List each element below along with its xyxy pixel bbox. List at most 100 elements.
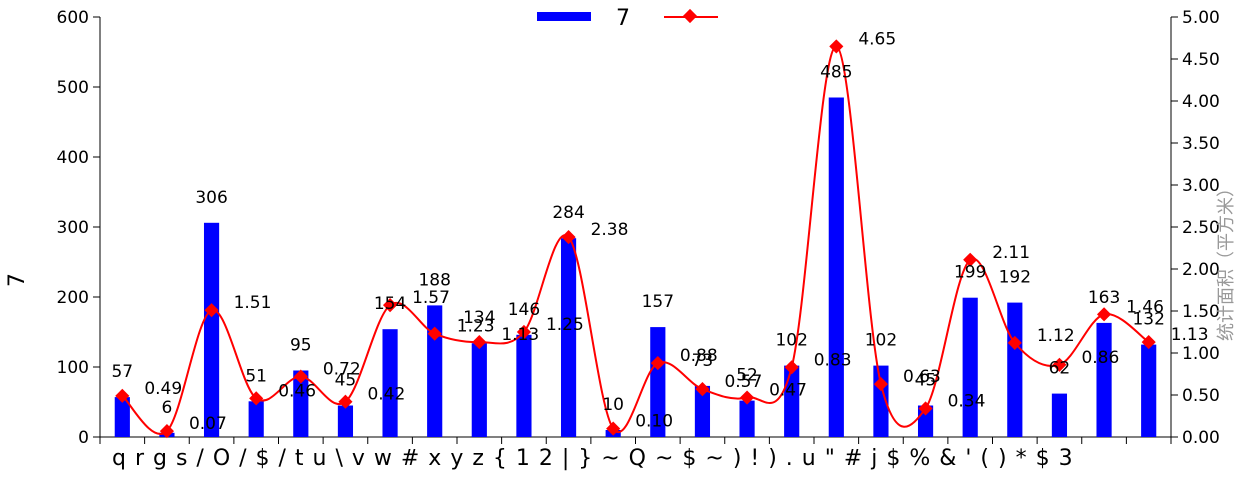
y-tick-label-right: 4.00 [1182,92,1220,112]
bar [337,405,354,437]
line-point-marker [606,421,621,436]
bar [739,400,755,437]
bar-value-label: 95 [290,336,312,356]
data-labels-group: 57 6 306 51 95 45 154 188 134 146 284 10 157 73 52 102 4… [111,29,1208,434]
bar-value-label: 51 [245,366,267,386]
line-value-label: 1.51 [234,293,272,313]
bar [1051,393,1068,437]
y-tick-label-left: 300 [57,218,89,238]
line-point-marker [293,369,308,384]
bar-value-label: 102 [865,331,897,351]
bar [248,401,264,437]
line-value-label: 0.49 [144,379,182,399]
y-axis-title-left: 7 [5,273,30,287]
axes-group: 0 100 200 300 400 500 600 0.00 0.50 1.00 1.50 2.00 2… [57,8,1220,448]
y-axis-title-right: 统计面积（平方米） [1216,179,1237,341]
y-tick-label-right: 3.50 [1182,134,1220,154]
bar-value-label: 10 [602,395,624,415]
x-axis-category-text: q r g s / O / $ / t u \ v w # x y z { 1 … [112,446,1074,471]
y-tick-label-right: 3.00 [1182,176,1220,196]
line-value-label: 0.83 [814,350,852,370]
line-value-label: 1.25 [546,315,584,335]
bar-value-label: 146 [508,300,540,320]
line-value-label: 2.38 [591,220,629,240]
bar-value-label: 102 [775,331,807,351]
line-point-marker [1007,335,1022,350]
y-tick-label-left: 200 [57,288,89,308]
line-point-marker [1052,357,1067,372]
y-tick-label-right: 1.00 [1182,344,1220,364]
line-value-label: 1.13 [501,325,539,345]
line-value-label: 0.57 [724,372,762,392]
line-value-label: 0.10 [635,412,673,432]
line-value-label: 2.11 [992,243,1030,263]
line-value-label: 0.88 [680,346,718,366]
legend-bar-label: 7 [616,6,630,31]
line-point-marker [784,360,799,375]
line-value-label: 0.72 [323,360,361,380]
bar [114,397,130,437]
line-value-label: 1.23 [457,317,495,337]
legend: 7 [537,6,718,31]
line-group [115,39,1156,439]
bar [784,365,800,437]
bar-value-label: 157 [642,292,674,312]
bar-value-label: 485 [820,63,852,83]
line-value-label: 0.07 [189,414,227,434]
y-tick-label-left: 600 [57,8,89,28]
line-value-label: 1.57 [412,288,450,308]
bar-value-label: 154 [374,294,406,314]
line-point-marker [427,326,442,341]
y-tick-label-right: 0.50 [1182,386,1220,406]
line-value-label: 0.63 [903,367,941,387]
bar-value-label: 6 [162,398,173,418]
bar [471,343,487,437]
bar-value-label: 284 [552,203,584,223]
bar [1141,344,1157,437]
y-tick-label-right: 2.00 [1182,260,1220,280]
line-point-marker [695,382,710,397]
bar-value-label: 192 [999,268,1031,288]
y-tick-label-left: 500 [57,78,89,98]
line-value-label: 0.34 [948,391,986,411]
line-point-marker [159,424,175,439]
bar [560,238,577,437]
bar [203,222,220,437]
line-value-label: 1.13 [1171,325,1209,345]
bar-value-label: 52 [736,366,758,386]
bar [293,370,309,437]
y-tick-label-right: 0.00 [1182,428,1220,448]
line-point-marker [1096,307,1112,322]
line-value-label: 0.46 [278,381,316,401]
legend-line-marker [682,8,698,24]
line-point-marker [382,298,398,313]
line-point-marker [115,388,130,403]
line-value-label: 4.65 [858,29,896,49]
bar-value-label: 62 [1049,359,1071,379]
line-value-label: 1.12 [1037,326,1075,346]
bar-value-label: 73 [692,351,714,371]
bar-value-label: 45 [915,371,937,391]
line-point-marker [739,390,755,405]
bars-group [114,97,1157,437]
y-tick-label-left: 0 [78,428,89,448]
line-value-label: 0.42 [367,385,405,405]
bar-value-label: 134 [463,308,495,328]
bar [828,97,844,437]
bar-value-label: 57 [111,362,133,382]
line-point-marker [561,230,576,245]
legend-bar-swatch [537,12,591,21]
bar [650,327,666,437]
line-point-marker [249,391,264,406]
bar [1096,322,1112,437]
line-series-path [121,45,1150,435]
line-value-label: 0.86 [1081,348,1119,368]
y-tick-label-left: 100 [57,358,89,378]
bar-value-label: 199 [954,263,986,283]
bar-value-label: 306 [195,188,227,208]
line-value-label: 1.46 [1126,297,1164,317]
bar-value-label: 45 [335,371,357,391]
line-point-marker [338,394,353,409]
line-point-marker [873,377,889,392]
